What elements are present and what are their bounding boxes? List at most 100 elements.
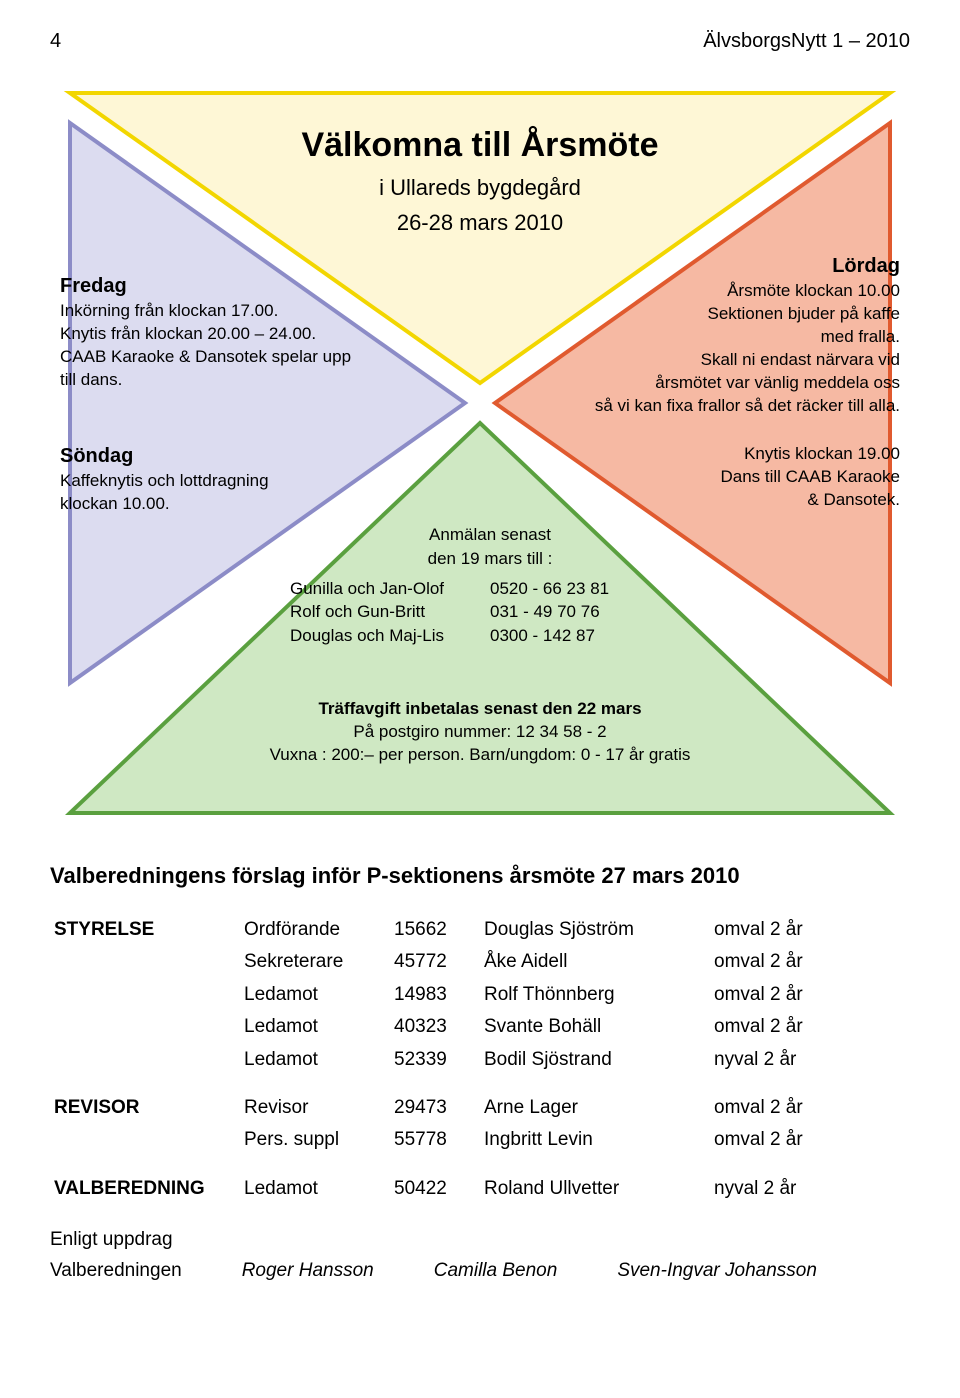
page-header: 4 ÄlvsborgsNytt 1 – 2010: [50, 30, 910, 53]
cat-revisor: REVISOR: [50, 1092, 240, 1124]
num-cell: 45772: [390, 946, 480, 978]
name-cell: Bodil Sjöstrand: [480, 1044, 710, 1076]
table-row: Sekreterare 45772 Åke Aidell omval 2 år: [50, 946, 910, 978]
lordag-block: Lördag Årsmöte klockan 10.00 Sektionen b…: [500, 253, 900, 418]
main-title: Välkomna till Årsmöte: [50, 123, 910, 169]
fredag-heading: Fredag: [60, 273, 390, 300]
traff-line1: Träffavgift inbetalas senast den 22 mars: [50, 698, 910, 721]
fredag-block: Fredag Inkörning från klockan 17.00. Kny…: [60, 273, 390, 392]
page: 4 ÄlvsborgsNytt 1 – 2010 Välkomna till Å…: [0, 0, 960, 1326]
contact-1-phone: 0520 - 66 23 81: [490, 577, 609, 601]
num-cell: 15662: [390, 914, 480, 946]
traff-line2: På postgiro nummer: 12 34 58 - 2: [50, 721, 910, 744]
contact-1-name: Gunilla och Jan-Olof: [290, 577, 490, 601]
term-cell: omval 2 år: [710, 979, 910, 1011]
lordag-block-2: Knytis klockan 19.00 Dans till CAAB Kara…: [640, 443, 900, 512]
lordag-line7: Knytis klockan 19.00: [640, 443, 900, 466]
subtitle-2: 26-28 mars 2010: [50, 208, 910, 238]
term-cell: omval 2 år: [710, 1124, 910, 1156]
role-cell: Ledamot: [240, 1173, 390, 1205]
valberedning-heading: Valberedningens förslag inför P-sektione…: [50, 863, 910, 889]
fredag-line1: Inkörning från klockan 17.00.: [60, 300, 390, 323]
fredag-line2: Knytis från klockan 20.00 – 24.00.: [60, 323, 390, 346]
sondag-line2: klockan 10.00.: [60, 493, 360, 516]
spacer-row: [50, 1157, 910, 1173]
page-number: 4: [50, 30, 61, 53]
name-cell: Roland Ullvetter: [480, 1173, 710, 1205]
lordag-heading: Lördag: [500, 253, 900, 280]
role-cell: Ledamot: [240, 1011, 390, 1043]
role-cell: Sekreterare: [240, 946, 390, 978]
signature-2: Camilla Benon: [434, 1256, 558, 1286]
term-cell: nyval 2 år: [710, 1044, 910, 1076]
name-cell: Svante Bohäll: [480, 1011, 710, 1043]
lordag-line1: Årsmöte klockan 10.00: [500, 280, 900, 303]
signature-3: Sven-Ingvar Johansson: [617, 1256, 817, 1286]
name-cell: Åke Aidell: [480, 946, 710, 978]
num-cell: 55778: [390, 1124, 480, 1156]
contact-2-phone: 031 - 49 70 76: [490, 600, 600, 624]
num-cell: 40323: [390, 1011, 480, 1043]
name-cell: Ingbritt Levin: [480, 1124, 710, 1156]
signature-row: Valberedningen Roger Hansson Camilla Ben…: [50, 1256, 910, 1286]
footer-line2: Valberedningen: [50, 1256, 182, 1286]
contact-row-2: Rolf och Gun-Britt 031 - 49 70 76: [290, 600, 690, 624]
cat-styrelse: STYRELSE: [50, 914, 240, 946]
contact-3-phone: 0300 - 142 87: [490, 624, 595, 648]
role-cell: Ledamot: [240, 979, 390, 1011]
table-row: STYRELSE Ordförande 15662 Douglas Sjöstr…: [50, 914, 910, 946]
term-cell: omval 2 år: [710, 914, 910, 946]
fredag-line4: till dans.: [60, 369, 390, 392]
triangle-diagram: Välkomna till Årsmöte i Ullareds bygdegå…: [50, 73, 910, 833]
term-cell: nyval 2 år: [710, 1173, 910, 1205]
num-cell: 52339: [390, 1044, 480, 1076]
journal-title: ÄlvsborgsNytt 1 – 2010: [703, 30, 910, 53]
cat-valberedning: VALBEREDNING: [50, 1173, 240, 1205]
role-cell: Revisor: [240, 1092, 390, 1124]
num-cell: 14983: [390, 979, 480, 1011]
num-cell: 50422: [390, 1173, 480, 1205]
table-row: Ledamot 40323 Svante Bohäll omval 2 år: [50, 1011, 910, 1043]
traff-line3: Vuxna : 200:– per person. Barn/ungdom: 0…: [50, 744, 910, 767]
role-cell: Ordförande: [240, 914, 390, 946]
lordag-line2: Sektionen bjuder på kaffe: [500, 303, 900, 326]
term-cell: omval 2 år: [710, 1011, 910, 1043]
lordag-line9: & Dansotek.: [640, 489, 900, 512]
term-cell: omval 2 år: [710, 946, 910, 978]
lordag-line6: så vi kan fixa frallor så det räcker til…: [500, 395, 900, 418]
anmalan-block: Anmälan senast den 19 mars till : Gunill…: [290, 523, 690, 648]
footer-line1: Enligt uppdrag: [50, 1225, 910, 1255]
table-row: Ledamot 14983 Rolf Thönnberg omval 2 år: [50, 979, 910, 1011]
contact-row-3: Douglas och Maj-Lis 0300 - 142 87: [290, 624, 690, 648]
role-cell: Ledamot: [240, 1044, 390, 1076]
name-cell: Rolf Thönnberg: [480, 979, 710, 1011]
name-cell: Arne Lager: [480, 1092, 710, 1124]
sondag-line1: Kaffeknytis och lottdragning: [60, 470, 360, 493]
lordag-line4: Skall ni endast närvara vid: [500, 349, 900, 372]
table-row: Ledamot 52339 Bodil Sjöstrand nyval 2 år: [50, 1044, 910, 1076]
contact-row-1: Gunilla och Jan-Olof 0520 - 66 23 81: [290, 577, 690, 601]
contact-2-name: Rolf och Gun-Britt: [290, 600, 490, 624]
table-row: VALBEREDNING Ledamot 50422 Roland Ullvet…: [50, 1173, 910, 1205]
role-cell: Pers. suppl: [240, 1124, 390, 1156]
fredag-line3: CAAB Karaoke & Dansotek spelar upp: [60, 346, 390, 369]
lordag-line8: Dans till CAAB Karaoke: [640, 466, 900, 489]
spacer-row: [50, 1076, 910, 1092]
board-table: STYRELSE Ordförande 15662 Douglas Sjöstr…: [50, 914, 910, 1205]
sondag-block: Söndag Kaffeknytis och lottdragning kloc…: [60, 443, 360, 516]
sondag-heading: Söndag: [60, 443, 360, 470]
term-cell: omval 2 år: [710, 1092, 910, 1124]
anmalan-head2: den 19 mars till :: [290, 547, 690, 571]
anmalan-head1: Anmälan senast: [290, 523, 690, 547]
table-row: Pers. suppl 55778 Ingbritt Levin omval 2…: [50, 1124, 910, 1156]
table-row: REVISOR Revisor 29473 Arne Lager omval 2…: [50, 1092, 910, 1124]
subtitle-1: i Ullareds bygdegård: [50, 173, 910, 203]
footer-block: Enligt uppdrag Valberedningen Roger Hans…: [50, 1225, 910, 1286]
name-cell: Douglas Sjöström: [480, 914, 710, 946]
traff-block: Träffavgift inbetalas senast den 22 mars…: [50, 698, 910, 767]
num-cell: 29473: [390, 1092, 480, 1124]
contact-3-name: Douglas och Maj-Lis: [290, 624, 490, 648]
lordag-line3: med fralla.: [500, 326, 900, 349]
signature-1: Roger Hansson: [242, 1256, 374, 1286]
lordag-line5: årsmötet var vänlig meddela oss: [500, 372, 900, 395]
